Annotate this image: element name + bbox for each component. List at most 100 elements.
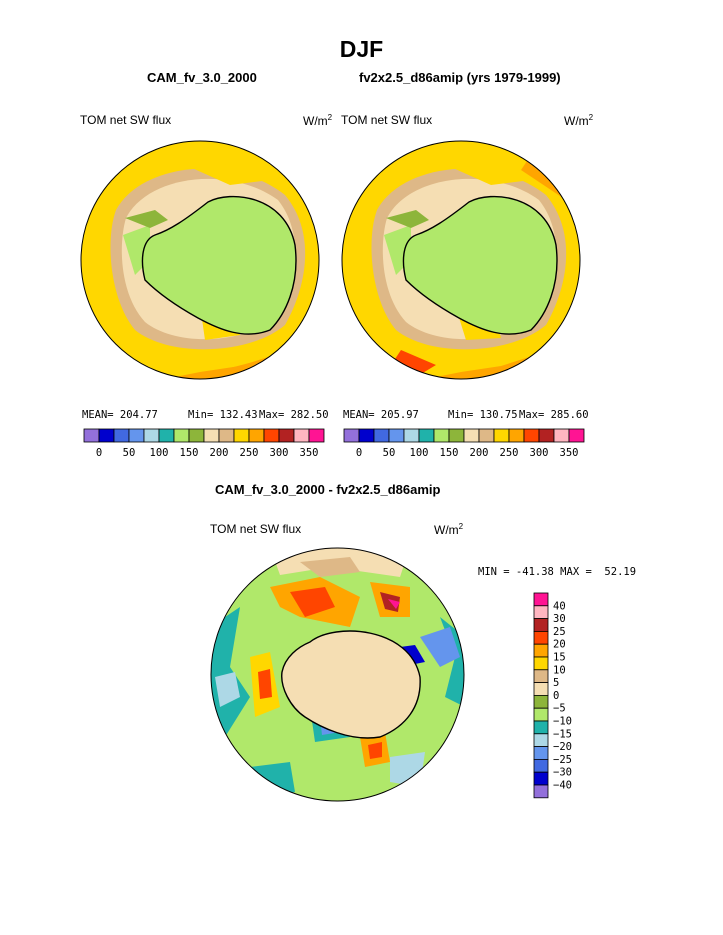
panel2-colorbar-tick-label: 300 [530,447,549,459]
panel1-mean: MEAN= 204.77 [82,409,158,421]
panel1-colorbar-tick-label: 50 [123,447,136,459]
panel2-variable-label: TOM net SW flux [341,113,433,127]
panel2-colorbar-swatch [538,428,555,443]
panel2-units-base: W/m [564,114,589,128]
panel1-colorbar-tick-label: 100 [150,447,169,459]
panel2-map [341,140,581,380]
panel2-units: W/m2 [564,113,593,128]
panel1-colorbar-swatch [233,428,250,443]
difference-title: CAM_fv_3.0_2000 - fv2x2.5_d86amip [215,482,441,497]
difference-variable-label: TOM net SW flux [210,522,302,536]
panel2-mean: MEAN= 205.97 [343,409,419,421]
difference-colorbar-swatch [533,618,549,632]
panel2-colorbar-tick-label: 100 [410,447,429,459]
difference-units: W/m2 [434,522,463,537]
difference-colorbar-tick-label: −30 [553,767,572,779]
difference-colorbar-swatch [533,720,549,735]
difference-colorbar-tick-label: −20 [553,741,572,753]
panel2-colorbar-tick-label: 0 [356,447,362,459]
panel1-map [80,140,320,380]
panel2-colorbar-tick-label: 150 [440,447,459,459]
panel2-units-exp: 2 [588,113,594,122]
difference-map [210,547,465,802]
panel2-colorbar-swatch [568,428,585,443]
difference-colorbar-swatch [533,733,549,748]
difference-colorbar-tick-label: 20 [553,639,566,651]
panel1-colorbar-swatch [98,428,115,443]
difference-colorbar-tick-label: −25 [553,754,572,766]
panel2-max: Max= 285.60 [519,409,589,421]
panel1-colorbar-tick-label: 350 [300,447,319,459]
panel1-colorbar-swatch [143,428,160,443]
difference-units-exp: 2 [458,522,464,531]
panel1-variable-label: TOM net SW flux [80,113,172,127]
panel1-colorbar-tick-label: 250 [240,447,259,459]
difference-colorbar-tick-label: 40 [553,600,566,612]
panel2-colorbar-swatch [433,428,450,443]
panel1-colorbar-swatch [113,428,130,443]
difference-minmax: MIN = -41.38 MAX = 52.19 [478,566,637,578]
panel2-colorbar-swatch [523,428,540,443]
difference-colorbar-swatch [533,656,549,671]
difference-colorbar-swatch [533,643,549,658]
panel2-colorbar-swatch [463,428,480,443]
panel1-colorbar-swatch [308,428,325,443]
panel2-colorbar-tick-label: 200 [470,447,489,459]
difference-colorbar-swatch [533,592,549,607]
difference-colorbar-tick-label: −15 [553,728,572,740]
panel2-colorbar-swatch [553,428,570,443]
difference-units-base: W/m [434,523,459,537]
panel2-colorbar: 0 50 100 150 200 250 300 350 [343,428,585,459]
difference-colorbar-swatch [533,707,549,722]
panel1-colorbar-swatch [203,428,220,443]
difference-colorbar-tick-label: 10 [553,664,566,676]
difference-colorbar-tick-label: 30 [553,613,566,625]
panel1-colorbar-swatch [158,428,175,443]
difference-colorbar-tick-label: 25 [553,626,566,638]
difference-colorbar-swatch [533,784,549,799]
panel2-colorbar-swatch [508,428,525,443]
panel1-colorbar: 0 50 100 150 200 250 300 350 [83,428,325,459]
panel1-colorbar-swatch [248,428,265,443]
difference-colorbar-tick-label: −5 [553,703,566,715]
panel1-units-exp: 2 [327,113,333,122]
panel2-colorbar-swatch [493,428,510,443]
main-title: DJF [339,36,384,62]
panel2-colorbar-tick-label: 50 [383,447,396,459]
difference-colorbar-tick-label: −40 [553,780,572,792]
panel1-colorbar-swatch [278,428,295,443]
difference-colorbar-tick-label: 15 [553,652,566,664]
panel2-colorbar-tick-label: 350 [560,447,579,459]
panel1-colorbar-swatch [293,428,310,443]
panel1-colorbar-swatch [128,428,145,443]
panel1-max: Max= 282.50 [259,409,329,421]
panel1-colorbar-swatch [263,428,280,443]
panel1-units-base: W/m [303,114,328,128]
panel1-units: W/m2 [303,113,332,128]
panel2-colorbar-swatch [358,428,375,443]
difference-colorbar-swatch [533,758,549,773]
difference-colorbar-swatch [533,682,549,696]
panel2-colorbar-swatch [478,428,495,443]
panel2-colorbar-swatch [403,428,420,443]
difference-colorbar-swatch [533,669,549,684]
panel2-colorbar-swatch [343,428,360,443]
panel1-case-title: CAM_fv_3.0_2000 [147,70,257,85]
panel2-colorbar-swatch [373,428,390,443]
panel1-colorbar-tick-label: 200 [210,447,229,459]
panel2-colorbar-tick-label: 250 [500,447,519,459]
difference-colorbar-tick-label: −10 [553,716,572,728]
panel2-colorbar-swatch [448,428,465,443]
panel2-colorbar-swatch [418,428,435,443]
panel1-colorbar-swatch [83,428,100,443]
panel1-min: Min= 132.43 [188,409,258,421]
difference-colorbar-swatch [533,605,549,620]
panel1-colorbar-swatch [218,428,235,443]
panel1-colorbar-swatch [173,428,190,443]
panel2-case-title: fv2x2.5_d86amip (yrs 1979-1999) [359,70,561,85]
difference-colorbar-tick-label: 5 [553,677,559,689]
panel2-colorbar-swatch [388,428,405,443]
panel1-colorbar-swatch [188,428,205,443]
panel1-colorbar-tick-label: 300 [270,447,289,459]
